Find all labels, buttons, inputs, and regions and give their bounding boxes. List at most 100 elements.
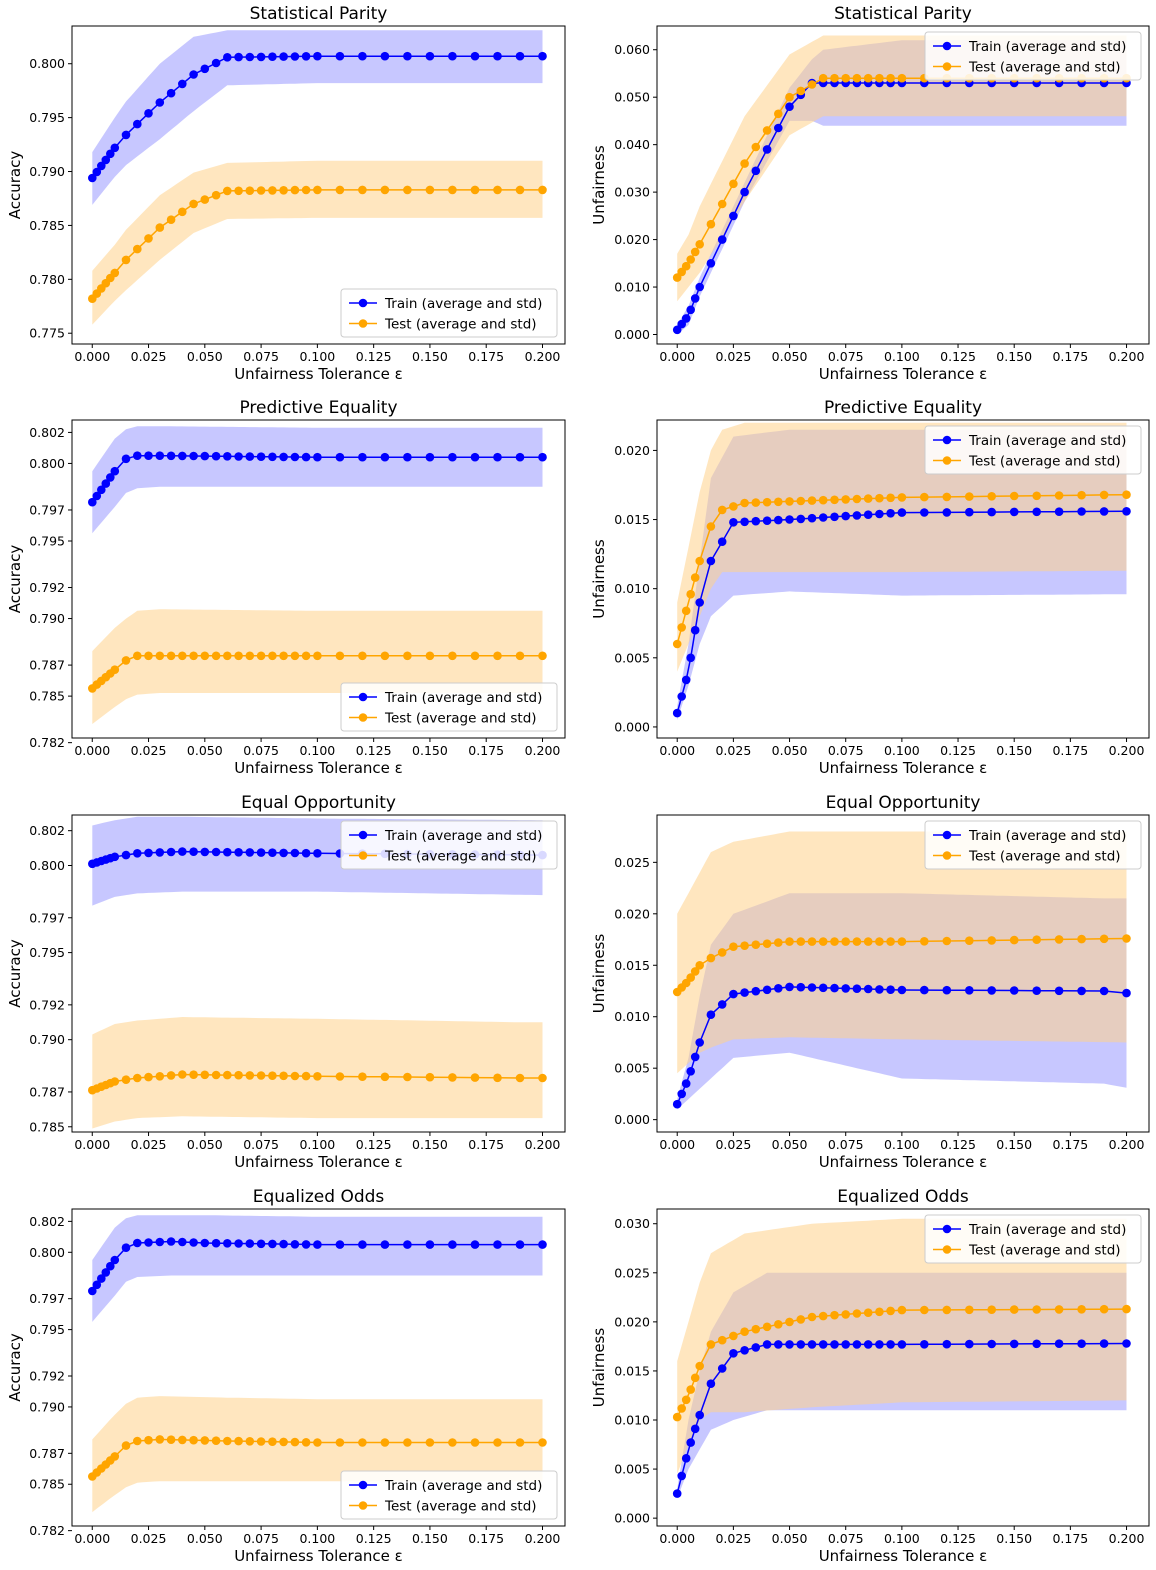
train-point bbox=[863, 984, 873, 994]
train-mean-line bbox=[91, 454, 543, 503]
train-point bbox=[1009, 507, 1019, 517]
x-tick-label: 0.050 bbox=[187, 1531, 223, 1546]
test-point bbox=[234, 1070, 243, 1080]
test-point bbox=[1099, 934, 1109, 944]
train-legend-label: Train (average and std) bbox=[384, 1478, 542, 1494]
test-point bbox=[133, 651, 142, 661]
y-tick-label: 0.010 bbox=[614, 1009, 650, 1024]
test-point bbox=[358, 1072, 367, 1081]
train-point bbox=[538, 452, 547, 462]
test-point bbox=[256, 1437, 266, 1446]
legend-box bbox=[924, 31, 1142, 81]
train-legend-label: Train (average and std) bbox=[968, 39, 1126, 55]
test-mean-line bbox=[91, 655, 543, 689]
test-point bbox=[256, 651, 266, 661]
train-point bbox=[681, 1454, 691, 1463]
y-tick-label: 0.782 bbox=[29, 1523, 65, 1538]
test-point bbox=[1077, 490, 1086, 500]
test-std-band bbox=[677, 831, 1127, 1074]
x-tick-label: 0.175 bbox=[468, 349, 504, 364]
train-point bbox=[110, 466, 120, 476]
y-tick-label: 0.802 bbox=[29, 425, 65, 440]
test-point bbox=[223, 651, 232, 661]
test-point bbox=[677, 623, 686, 632]
y-tick-label: 0.795 bbox=[29, 1322, 65, 1337]
test-mean-line bbox=[676, 937, 1127, 993]
x-tick-label: 0.075 bbox=[243, 1137, 279, 1152]
y-tick-label: 0.030 bbox=[614, 185, 650, 200]
test-point bbox=[245, 1071, 255, 1080]
legend: Train (average and std) Test (average and… bbox=[340, 820, 558, 870]
train-point bbox=[358, 51, 367, 61]
test-point bbox=[470, 185, 480, 195]
legend-box bbox=[924, 1214, 1142, 1264]
test-point bbox=[290, 1071, 300, 1081]
x-tick-label: 0.200 bbox=[525, 743, 561, 758]
test-point bbox=[774, 1320, 783, 1329]
test-std-band bbox=[677, 35, 1127, 302]
train-point bbox=[166, 847, 176, 857]
test-point bbox=[1009, 1305, 1019, 1314]
train-point bbox=[189, 70, 198, 79]
train-point bbox=[470, 1240, 480, 1249]
train-point bbox=[380, 1240, 390, 1249]
legend: Train (average and std) Test (average and… bbox=[340, 288, 558, 338]
train-point bbox=[245, 848, 255, 857]
train-point bbox=[796, 1340, 806, 1349]
train-mean-line bbox=[676, 1342, 1127, 1494]
train-point bbox=[1054, 507, 1064, 516]
test-point bbox=[290, 651, 300, 661]
x-tick-label: 0.100 bbox=[884, 349, 920, 364]
test-point bbox=[448, 1073, 457, 1082]
train-point bbox=[1032, 507, 1041, 517]
train-point bbox=[740, 187, 749, 197]
train-point bbox=[256, 848, 266, 857]
y-axis-label: Accuracy bbox=[6, 151, 24, 220]
test-point bbox=[200, 1070, 210, 1080]
train-point bbox=[740, 1346, 749, 1355]
train-point bbox=[818, 513, 828, 522]
test-point bbox=[200, 1436, 210, 1445]
test-legend-label: Test (average and std) bbox=[968, 454, 1121, 470]
test-point bbox=[686, 589, 695, 599]
test-point bbox=[1032, 935, 1041, 944]
train-point bbox=[403, 452, 412, 462]
train-point bbox=[110, 852, 120, 862]
test-point bbox=[301, 1438, 311, 1447]
test-point bbox=[807, 80, 817, 89]
test-point bbox=[313, 1438, 322, 1447]
test-point bbox=[785, 1317, 794, 1327]
test-point bbox=[144, 1072, 153, 1082]
train-point bbox=[807, 983, 817, 992]
train-point bbox=[1032, 986, 1041, 995]
train-legend-label: Train (average and std) bbox=[968, 1222, 1126, 1238]
train-legend-marker bbox=[942, 435, 952, 445]
test-point bbox=[1054, 491, 1064, 500]
train-point bbox=[290, 52, 300, 61]
test-point bbox=[268, 1437, 277, 1446]
train-point bbox=[279, 848, 288, 858]
train-point bbox=[121, 1243, 131, 1252]
test-point bbox=[807, 937, 817, 946]
train-legend-label: Train (average and std) bbox=[384, 828, 542, 844]
legend: Train (average and std) Test (average and… bbox=[924, 425, 1142, 475]
x-tick-label: 0.125 bbox=[940, 1137, 976, 1152]
test-point bbox=[807, 1312, 817, 1322]
test-point bbox=[110, 1077, 120, 1086]
train-point bbox=[886, 985, 895, 994]
test-point bbox=[965, 1305, 974, 1315]
train-point bbox=[830, 512, 839, 522]
train-point bbox=[740, 988, 749, 997]
test-point bbox=[863, 73, 873, 83]
test-mean-line bbox=[91, 189, 543, 300]
train-point bbox=[335, 51, 345, 61]
test-point bbox=[897, 73, 907, 83]
x-tick-label: 0.200 bbox=[1109, 1531, 1145, 1546]
test-point bbox=[695, 1361, 704, 1371]
x-tick-label: 0.150 bbox=[412, 349, 448, 364]
axes-frame bbox=[656, 419, 1150, 739]
train-point bbox=[717, 1000, 727, 1009]
x-tick-label: 0.025 bbox=[715, 1531, 751, 1546]
train-point bbox=[234, 52, 243, 62]
y-axis-label: Unfairness bbox=[590, 539, 608, 619]
